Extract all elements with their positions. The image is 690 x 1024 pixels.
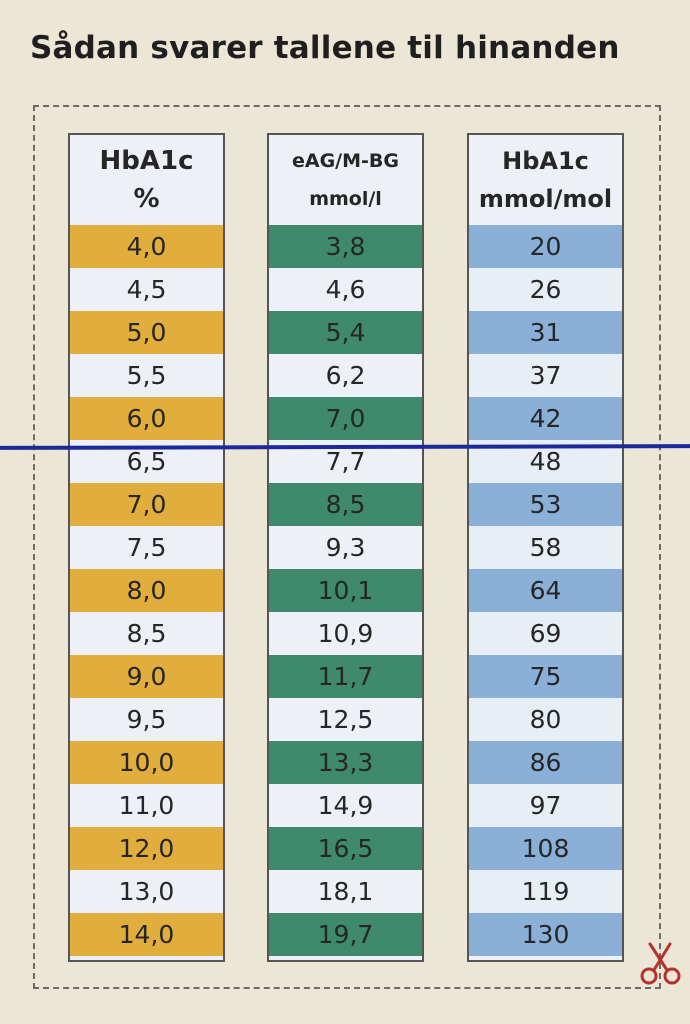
column-header-title: HbA1c — [502, 147, 589, 175]
table-cell: 64 — [469, 569, 622, 612]
table-cell: 9,0 — [70, 655, 223, 698]
column-header-title: HbA1c — [99, 146, 194, 176]
column-header: eAG/M-BG mmol/l — [269, 135, 422, 225]
table-cell: 9,5 — [70, 698, 223, 741]
table-cell: 8,5 — [70, 612, 223, 655]
column-cells: 3,8 4,6 5,4 6,2 7,0 7,7 8,5 9,3 10,1 10,9 11,7 12,5… — [269, 225, 422, 956]
table-cell: 9,3 — [269, 526, 422, 569]
table-cell: 31 — [469, 311, 622, 354]
table-cell: 8,0 — [70, 569, 223, 612]
table-cell: 11,7 — [269, 655, 422, 698]
cut-out-frame — [33, 105, 661, 989]
table-cell: 13,3 — [269, 741, 422, 784]
table-cell: 80 — [469, 698, 622, 741]
column-header-unit: mmol/mol — [478, 185, 613, 213]
table-cell: 119 — [469, 870, 622, 913]
table-cell: 10,9 — [269, 612, 422, 655]
table-cell: 58 — [469, 526, 622, 569]
column-header-title: eAG/M-BG — [292, 150, 399, 172]
column-header: HbA1c mmol/mol — [469, 135, 622, 225]
table-cell: 7,0 — [269, 397, 422, 440]
column-header-unit: mmol/l — [309, 188, 382, 210]
table-cell: 10,1 — [269, 569, 422, 612]
column-eag-mbg: eAG/M-BG mmol/l 3,8 4,6 5,4 6,2 7,0 7,7 8,5 9,3… — [267, 133, 424, 962]
table-cell: 37 — [469, 354, 622, 397]
column-cells: 4,0 4,5 5,0 5,5 6,0 6,5 7,0 7,5 8,0 8,5 9,0 9,5 10,0… — [70, 225, 223, 956]
table-cell: 108 — [469, 827, 622, 870]
table-cell: 26 — [469, 268, 622, 311]
table-cell: 7,0 — [70, 483, 223, 526]
table-cell: 5,4 — [269, 311, 422, 354]
table-cell: 53 — [469, 483, 622, 526]
table-cell: 7,5 — [70, 526, 223, 569]
table-cell: 11,0 — [70, 784, 223, 827]
column-header-unit: % — [133, 184, 160, 214]
table-cell: 6,0 — [70, 397, 223, 440]
table-cell: 14,9 — [269, 784, 422, 827]
table-cell: 4,6 — [269, 268, 422, 311]
column-cells: 20 26 31 37 42 48 53 58 64 69 75 80 86 97 108 119 130 — [469, 225, 622, 956]
column-hba1c-mmol-mol: HbA1c mmol/mol 20 26 31 37 42 48 53 58 64 69 75 80 8… — [467, 133, 624, 962]
table-cell: 14,0 — [70, 913, 223, 956]
table-cell: 5,0 — [70, 311, 223, 354]
table-cell: 12,0 — [70, 827, 223, 870]
table-cell: 8,5 — [269, 483, 422, 526]
table-cell: 5,5 — [70, 354, 223, 397]
table-cell: 20 — [469, 225, 622, 268]
table-cell: 19,7 — [269, 913, 422, 956]
table-cell: 6,2 — [269, 354, 422, 397]
column-header: HbA1c % — [70, 135, 223, 225]
page-title: Sådan svarer tallene til hinanden — [30, 30, 620, 66]
table-cell: 18,1 — [269, 870, 422, 913]
table-cell: 16,5 — [269, 827, 422, 870]
table-cell: 10,0 — [70, 741, 223, 784]
column-hba1c-percent: HbA1c % 4,0 4,5 5,0 5,5 6,0 6,5 7,0 7,5 8,0 8,5 9,… — [68, 133, 225, 962]
table-cell: 3,8 — [269, 225, 422, 268]
table-cell: 42 — [469, 397, 622, 440]
table-cell: 97 — [469, 784, 622, 827]
table-cell: 12,5 — [269, 698, 422, 741]
table-cell: 69 — [469, 612, 622, 655]
table-cell: 4,5 — [70, 268, 223, 311]
table-cell: 13,0 — [70, 870, 223, 913]
table-cell: 4,0 — [70, 225, 223, 268]
table-cell: 130 — [469, 913, 622, 956]
table-cell: 86 — [469, 741, 622, 784]
table-cell: 75 — [469, 655, 622, 698]
scissors-icon — [640, 942, 681, 985]
